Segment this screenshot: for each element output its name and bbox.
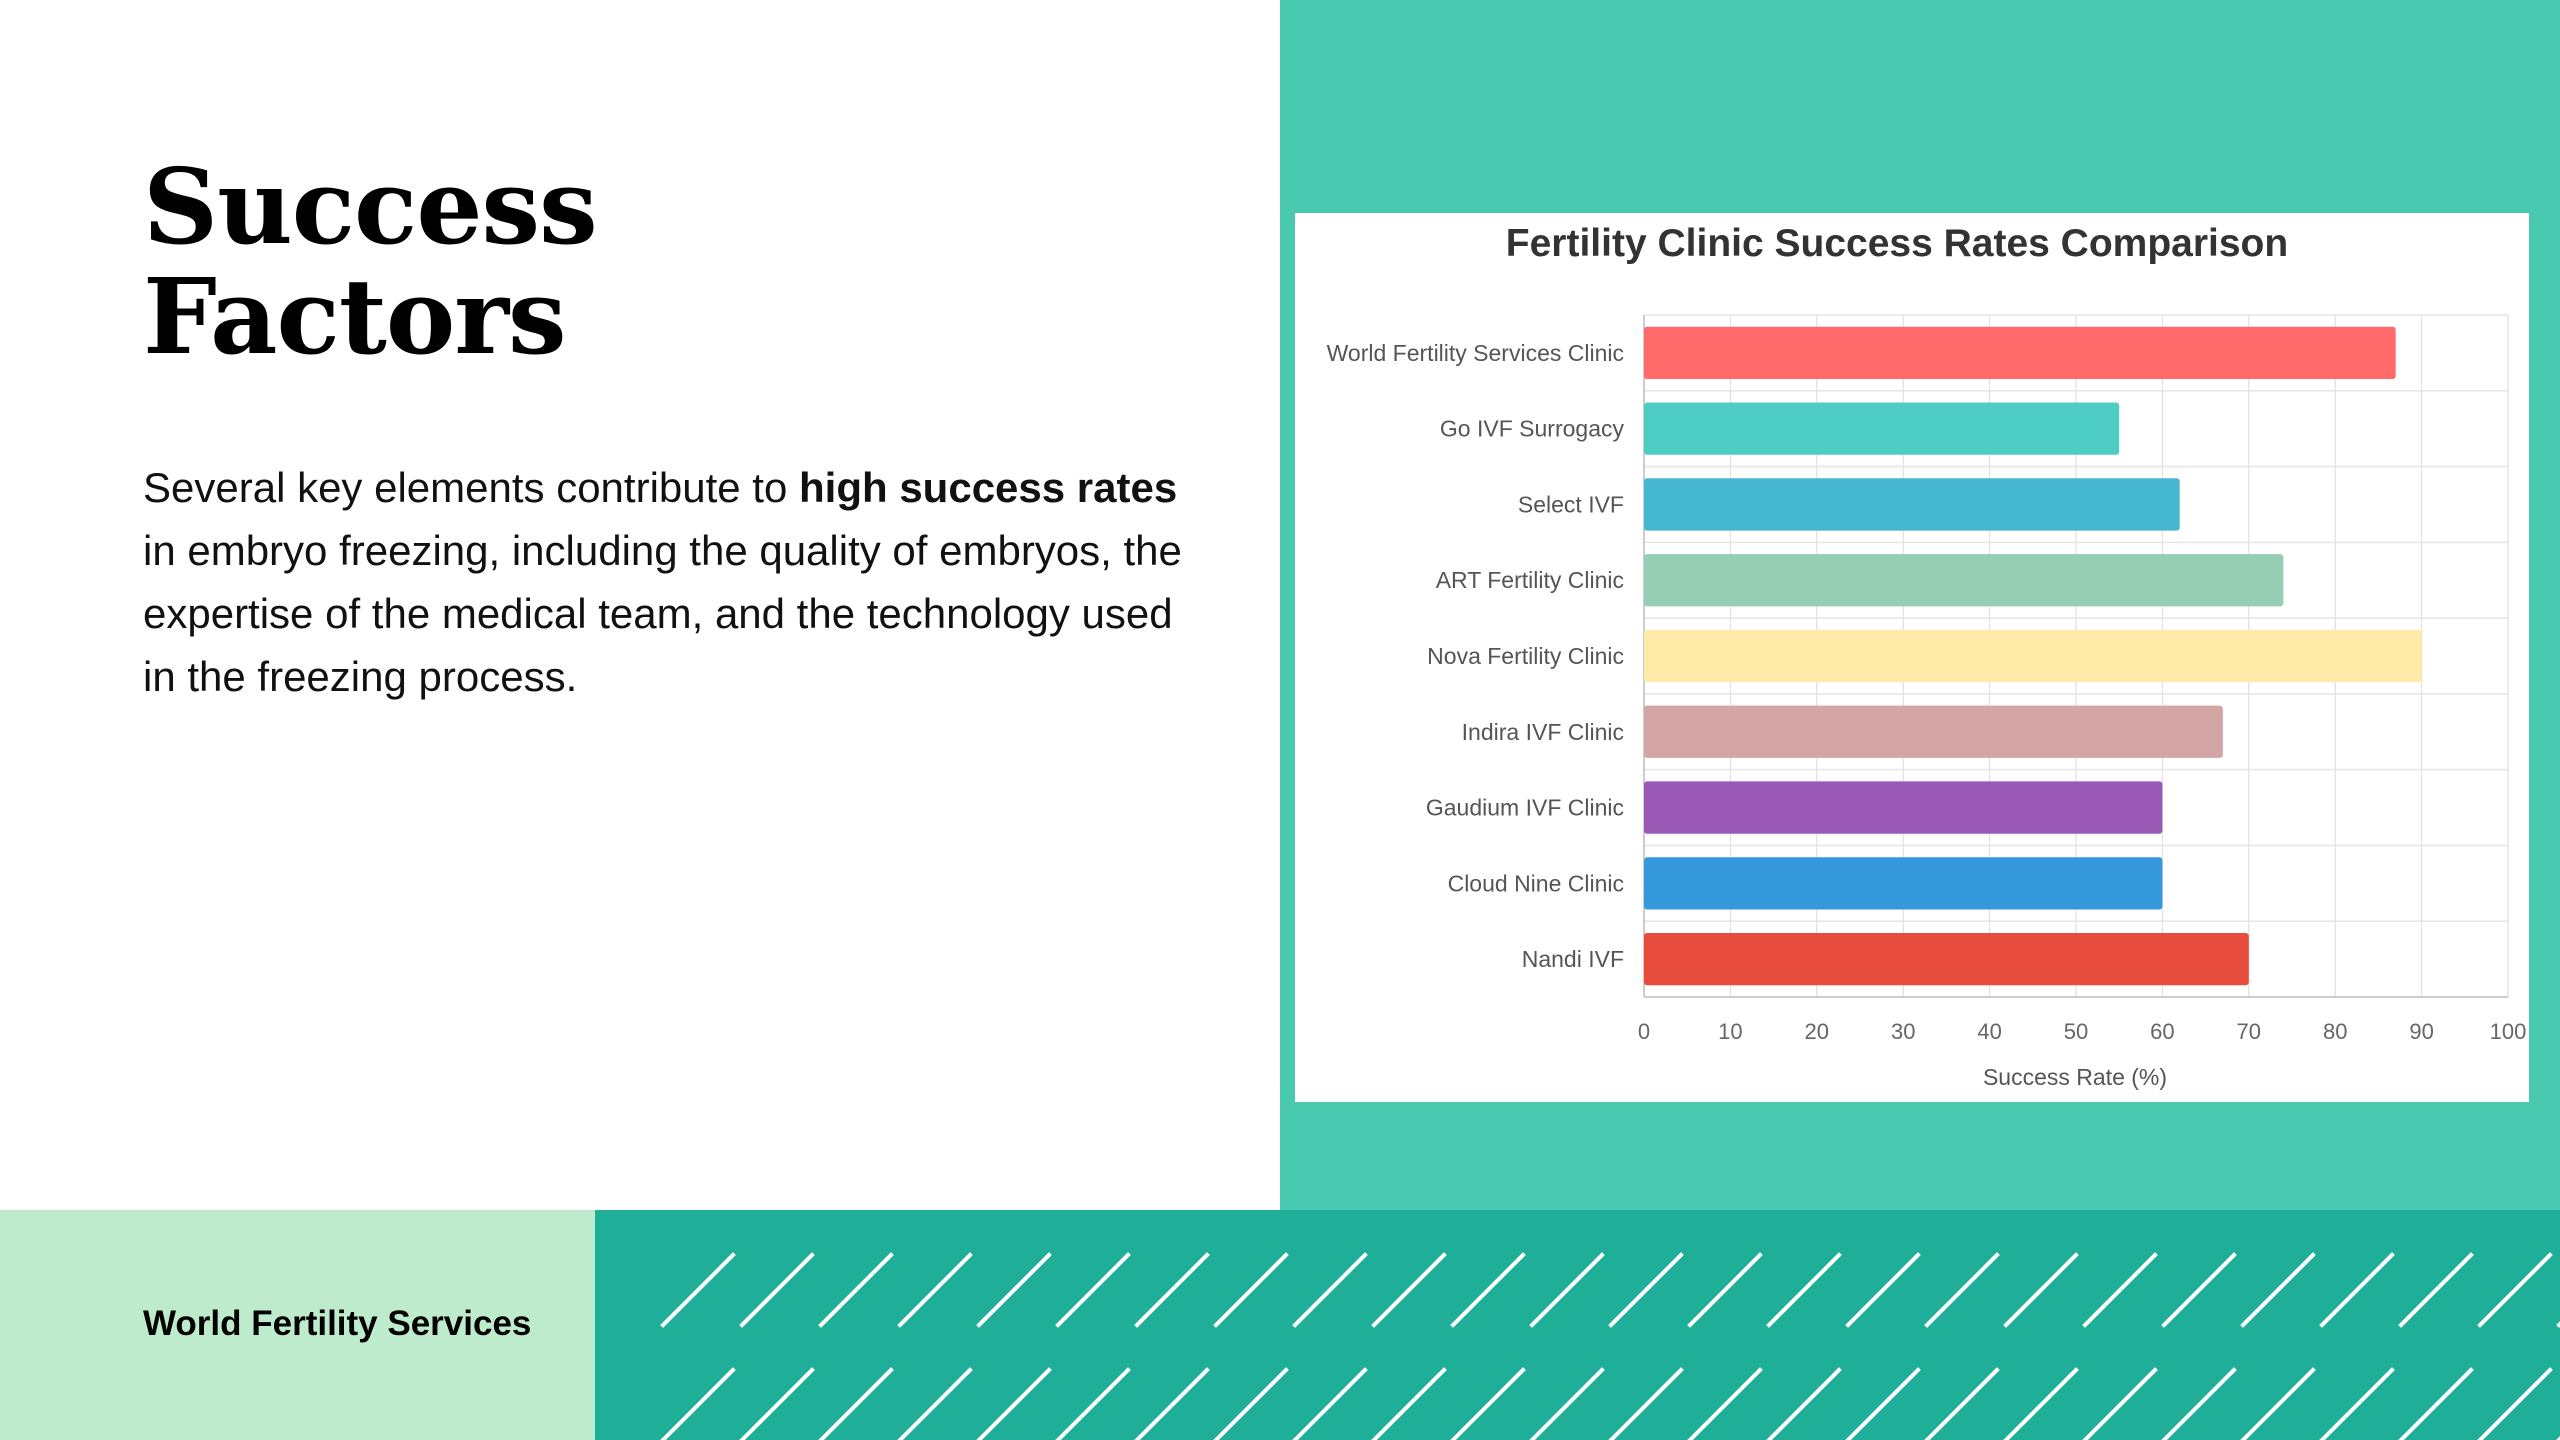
diagonal-stripe	[2240, 1252, 2316, 1328]
diagonal-stripe	[1845, 1367, 1921, 1440]
category-label: ART Fertility Clinic	[1436, 567, 1624, 593]
diagonal-stripe	[1371, 1252, 1447, 1328]
category-label: Indira IVF Clinic	[1462, 719, 1624, 745]
bar	[1644, 478, 2180, 531]
left-panel	[0, 0, 1280, 1210]
body-text-pre: Several key elements contribute to	[143, 464, 800, 511]
bar	[1644, 629, 2422, 683]
diagonal-stripe	[1766, 1252, 1842, 1328]
x-tick-label: 10	[1718, 1019, 1742, 1044]
x-tick-label: 60	[2150, 1019, 2174, 1044]
x-tick-label: 30	[1891, 1019, 1915, 1044]
diagonal-stripe	[2161, 1367, 2237, 1440]
chart-bars	[1644, 326, 2422, 986]
bar	[1644, 932, 2249, 986]
diagonal-stripe	[2477, 1252, 2553, 1328]
diagonal-stripe	[1608, 1367, 1684, 1440]
bar	[1644, 326, 2396, 380]
x-tick-label: 100	[2490, 1019, 2527, 1044]
diagonal-stripe	[2082, 1367, 2158, 1440]
diagonal-stripe	[660, 1252, 736, 1328]
x-tick-label: 20	[1805, 1019, 1829, 1044]
diagonal-stripe	[897, 1252, 973, 1328]
slide-title: Success Factors	[143, 145, 598, 378]
x-tick-label: 80	[2323, 1019, 2347, 1044]
diagonal-stripe	[1213, 1252, 1289, 1328]
diagonal-stripe	[1134, 1252, 1210, 1328]
diagonal-stripe	[1924, 1367, 2000, 1440]
diagonal-stripes-pattern	[660, 1252, 2560, 1440]
diagonal-stripe	[2398, 1252, 2474, 1328]
diagonal-stripe	[1292, 1252, 1368, 1328]
x-axis-label: Success Rate (%)	[1983, 1064, 2167, 1090]
x-tick-label: 70	[2237, 1019, 2261, 1044]
diagonal-stripe	[1134, 1367, 1210, 1440]
bar	[1644, 781, 2163, 834]
diagonal-stripe	[2003, 1367, 2079, 1440]
slide-title-line2: Factors	[143, 255, 567, 378]
category-label: Select IVF	[1518, 491, 1624, 517]
diagonal-stripe	[1213, 1367, 1289, 1440]
bar	[1644, 554, 2284, 607]
diagonal-stripe	[897, 1367, 973, 1440]
diagonal-stripe	[1687, 1252, 1763, 1328]
diagonal-stripe	[1608, 1252, 1684, 1328]
diagonal-stripe	[976, 1367, 1052, 1440]
x-tick-label: 50	[2064, 1019, 2088, 1044]
diagonal-stripe	[976, 1252, 1052, 1328]
category-label: Gaudium IVF Clinic	[1426, 795, 1624, 821]
diagonal-stripe	[1292, 1367, 1368, 1440]
diagonal-stripe	[2003, 1252, 2079, 1328]
category-label: Nova Fertility Clinic	[1427, 643, 1624, 669]
diagonal-stripe	[1766, 1367, 1842, 1440]
diagonal-stripe	[1055, 1252, 1131, 1328]
diagonal-stripe	[2319, 1367, 2395, 1440]
diagonal-stripe	[818, 1367, 894, 1440]
diagonal-stripe	[739, 1367, 815, 1440]
diagonal-stripe	[1450, 1252, 1526, 1328]
diagonal-stripe	[1687, 1367, 1763, 1440]
chart-x-ticks: 0 10 20 30 40 50 60 70 80 90 100	[1638, 1019, 2526, 1044]
bar	[1644, 705, 2223, 758]
category-label: Go IVF Surrogacy	[1440, 416, 1625, 442]
diagonal-stripe	[1450, 1367, 1526, 1440]
bar	[1644, 402, 2120, 455]
diagonal-stripe	[2082, 1252, 2158, 1328]
diagonal-stripe	[739, 1252, 815, 1328]
chart-title: Fertility Clinic Success Rates Compariso…	[1506, 222, 2288, 265]
category-label: Cloud Nine Clinic	[1448, 870, 1624, 896]
diagonal-stripe	[818, 1252, 894, 1328]
chart-card: Fertility Clinic Success Rates Compariso…	[1295, 213, 2529, 1102]
bar	[1644, 857, 2163, 910]
footer-left-panel	[0, 1210, 595, 1440]
x-tick-label: 40	[1977, 1019, 2001, 1044]
diagonal-stripe	[2240, 1367, 2316, 1440]
diagonal-stripe	[2477, 1367, 2553, 1440]
body-paragraph: Several key elements contribute to high …	[143, 456, 1193, 708]
diagonal-stripe	[1529, 1367, 1605, 1440]
diagonal-stripe	[2319, 1252, 2395, 1328]
diagonal-stripe	[660, 1367, 736, 1440]
diagonal-stripe	[1055, 1367, 1131, 1440]
diagonal-stripe	[1845, 1252, 1921, 1328]
diagonal-stripe	[1924, 1252, 2000, 1328]
chart-category-labels: World Fertility Services Clinic Go IVF Su…	[1327, 340, 1625, 972]
diagonal-stripe	[1529, 1252, 1605, 1328]
body-text-post: in embryo freezing, including the qualit…	[143, 527, 1182, 700]
bar-chart: Fertility Clinic Success Rates Compariso…	[1327, 222, 2527, 1090]
x-tick-label: 90	[2409, 1019, 2433, 1044]
diagonal-stripe	[1371, 1367, 1447, 1440]
body-text-bold: high success rates	[799, 464, 1178, 511]
slide-title-line1: Success	[143, 145, 598, 268]
diagonal-stripe	[2398, 1367, 2474, 1440]
x-tick-label: 0	[1638, 1019, 1650, 1044]
category-label: Nandi IVF	[1522, 946, 1624, 972]
footer-brand: World Fertility Services	[143, 1304, 532, 1343]
diagonal-stripe	[2161, 1252, 2237, 1328]
category-label: World Fertility Services Clinic	[1327, 340, 1624, 366]
footer-stripe-panel	[595, 1210, 2560, 1440]
